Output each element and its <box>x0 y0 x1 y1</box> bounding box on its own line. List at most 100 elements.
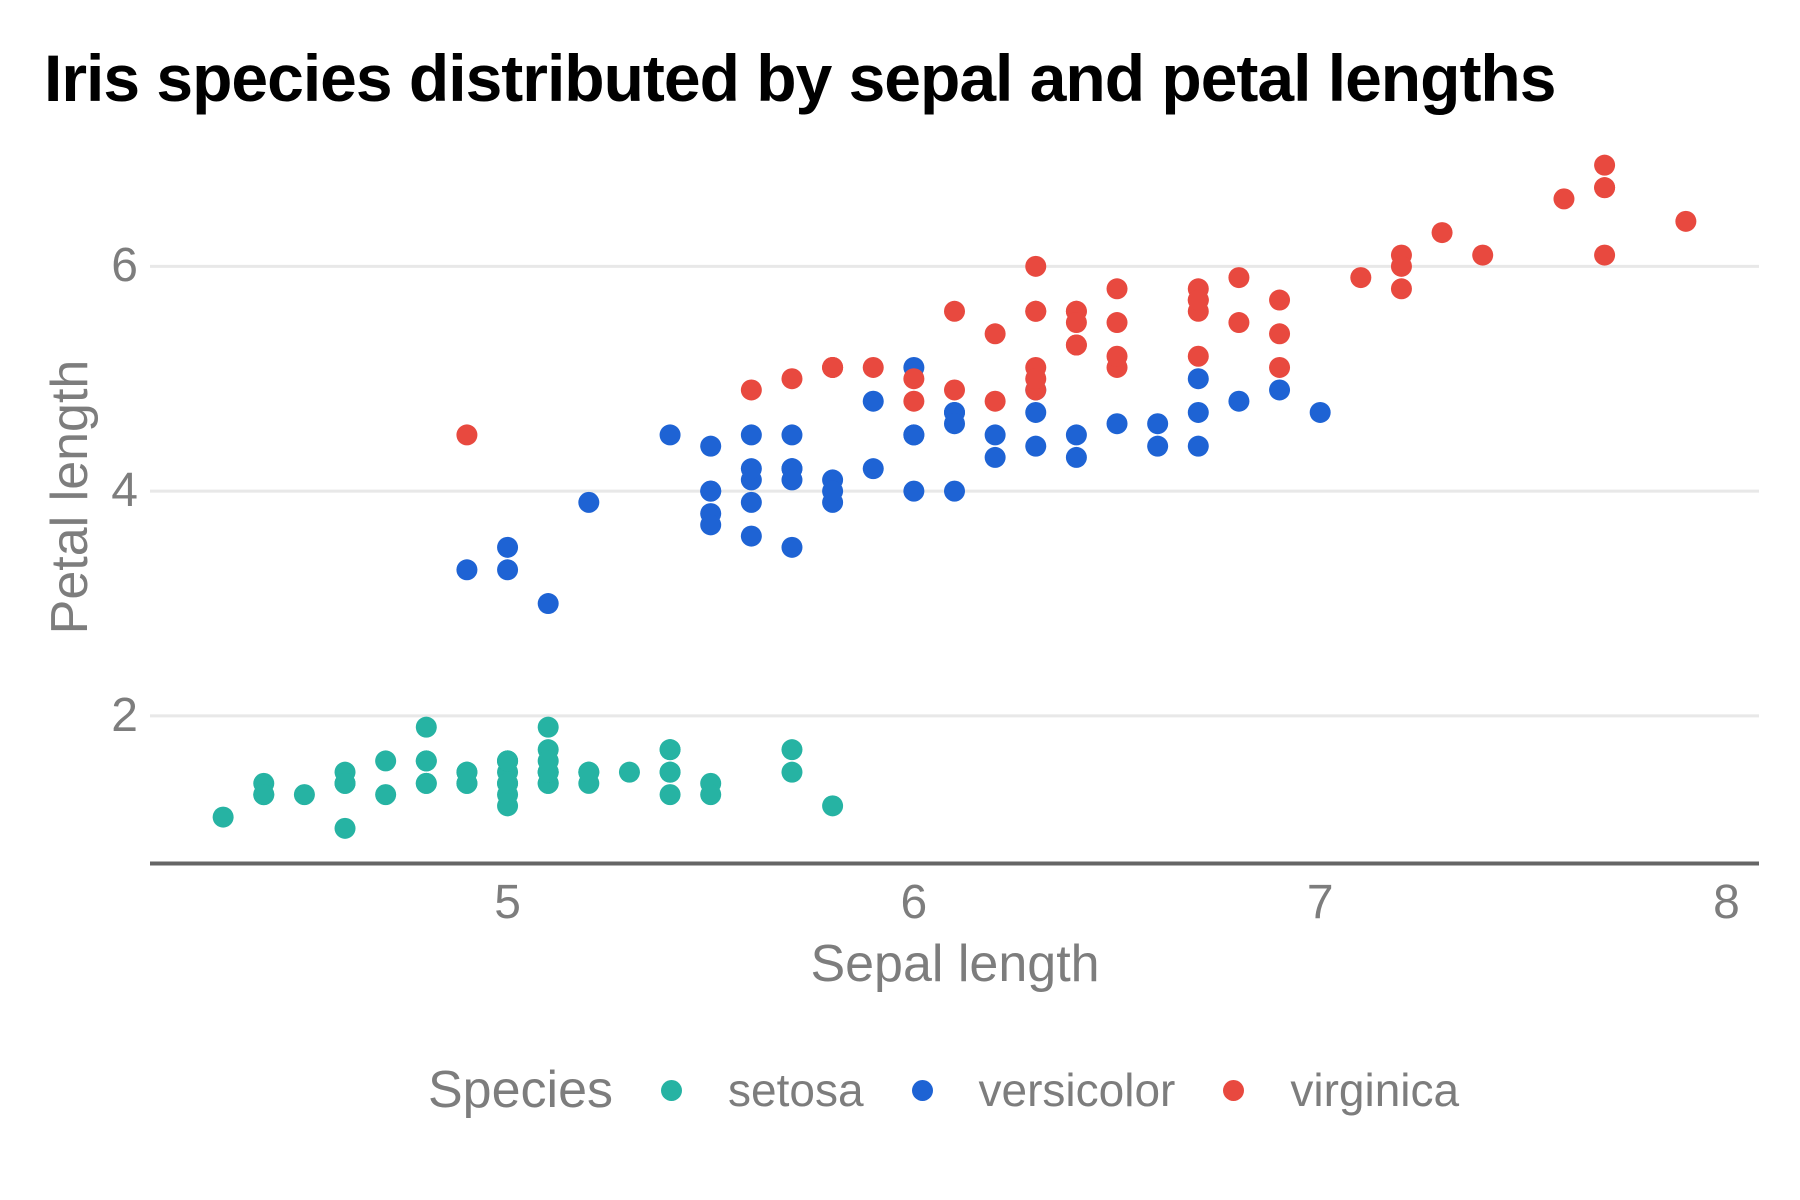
data-point-setosa <box>415 750 437 772</box>
data-point-virginica <box>1390 255 1412 277</box>
data-point-setosa <box>497 772 519 794</box>
y-tick-label: 6 <box>111 239 138 293</box>
data-point-virginica <box>1025 255 1047 277</box>
data-point-versicolor <box>497 536 519 558</box>
data-point-setosa <box>497 750 519 772</box>
legend-marker-icon <box>911 1079 933 1101</box>
data-point-virginica <box>1350 267 1372 289</box>
data-point-virginica <box>862 356 884 378</box>
data-point-setosa <box>456 772 478 794</box>
data-point-setosa <box>334 772 356 794</box>
data-point-versicolor <box>984 424 1006 446</box>
data-point-versicolor <box>700 480 722 502</box>
legend-item-label: setosa <box>728 1064 864 1116</box>
legend-marker-icon <box>1223 1079 1245 1101</box>
data-point-versicolor <box>903 480 925 502</box>
data-point-virginica <box>1431 222 1453 244</box>
data-point-versicolor <box>944 480 965 502</box>
data-point-setosa <box>700 784 722 806</box>
data-point-setosa <box>578 761 600 783</box>
data-point-setosa <box>659 739 681 761</box>
data-point-versicolor <box>944 413 965 435</box>
data-point-setosa <box>375 750 397 772</box>
data-point-virginica <box>1269 323 1291 345</box>
data-point-virginica <box>903 390 925 412</box>
data-point-virginica <box>984 323 1006 345</box>
legend-title: Species <box>428 1061 613 1119</box>
x-axis-title: Sepal length <box>810 935 1100 993</box>
legend-item-setosa: setosa <box>661 1063 864 1117</box>
data-point-virginica <box>984 390 1006 412</box>
data-point-setosa <box>659 761 681 783</box>
data-point-versicolor <box>1309 401 1331 423</box>
data-point-versicolor <box>1025 401 1047 423</box>
data-point-versicolor <box>1269 379 1291 401</box>
data-point-virginica <box>822 356 844 378</box>
data-point-virginica <box>1228 312 1250 334</box>
legend-marker-icon <box>661 1079 682 1101</box>
data-point-setosa <box>415 716 437 738</box>
data-point-versicolor <box>1187 368 1209 390</box>
data-point-versicolor <box>537 593 559 615</box>
data-point-versicolor <box>1187 435 1209 457</box>
x-tick-label: 6 <box>900 876 928 929</box>
data-point-versicolor <box>1228 390 1250 412</box>
legend: Species setosa versicolor virginica <box>428 1058 1459 1122</box>
data-point-virginica <box>1187 289 1209 311</box>
data-point-versicolor <box>903 424 925 446</box>
data-point-virginica <box>1025 300 1047 322</box>
y-tick-label: 4 <box>111 464 138 518</box>
data-point-versicolor <box>740 525 762 547</box>
data-point-virginica <box>781 368 803 390</box>
data-point-setosa <box>822 795 844 817</box>
data-point-setosa <box>781 761 803 783</box>
data-point-virginica <box>1675 210 1697 232</box>
data-point-virginica <box>1594 154 1616 176</box>
data-point-virginica <box>1390 278 1412 300</box>
data-point-setosa <box>537 750 559 772</box>
y-axis-title: Petal length <box>41 359 99 635</box>
data-point-versicolor <box>497 559 519 581</box>
x-tick-label: 5 <box>494 876 521 929</box>
data-point-setosa <box>618 761 640 783</box>
data-point-setosa <box>537 716 559 738</box>
data-point-versicolor <box>781 469 803 491</box>
data-point-virginica <box>944 300 965 322</box>
data-point-versicolor <box>1065 424 1087 446</box>
x-tick-label: 7 <box>1306 876 1334 929</box>
data-point-virginica <box>1553 188 1575 210</box>
data-point-virginica <box>1106 278 1128 300</box>
data-point-versicolor <box>578 491 600 513</box>
legend-item-label: versicolor <box>978 1064 1176 1116</box>
data-point-versicolor <box>1147 413 1169 435</box>
data-point-versicolor <box>822 480 844 502</box>
data-point-versicolor <box>1187 401 1209 423</box>
data-point-virginica <box>1472 244 1494 266</box>
data-point-setosa <box>334 817 356 839</box>
data-point-versicolor <box>984 446 1006 468</box>
data-point-virginica <box>1594 177 1616 199</box>
data-point-setosa <box>212 806 234 828</box>
data-point-virginica <box>1594 244 1616 266</box>
data-point-virginica <box>740 379 762 401</box>
data-point-versicolor <box>740 424 762 446</box>
data-point-virginica <box>1106 345 1128 367</box>
legend-item-virginica: virginica <box>1223 1063 1459 1117</box>
data-point-versicolor <box>700 514 722 536</box>
data-point-versicolor <box>1106 413 1128 435</box>
data-point-virginica <box>1106 312 1128 334</box>
data-point-versicolor <box>659 424 681 446</box>
data-point-versicolor <box>781 536 803 558</box>
data-point-setosa <box>659 784 681 806</box>
data-point-versicolor <box>740 458 762 480</box>
data-point-versicolor <box>862 390 884 412</box>
data-point-versicolor <box>781 424 803 446</box>
data-point-virginica <box>944 379 965 401</box>
data-point-setosa <box>781 739 803 761</box>
data-point-virginica <box>1269 289 1291 311</box>
data-point-virginica <box>1025 368 1047 390</box>
data-point-versicolor <box>1025 435 1047 457</box>
data-point-versicolor <box>1065 446 1087 468</box>
data-point-setosa <box>415 772 437 794</box>
